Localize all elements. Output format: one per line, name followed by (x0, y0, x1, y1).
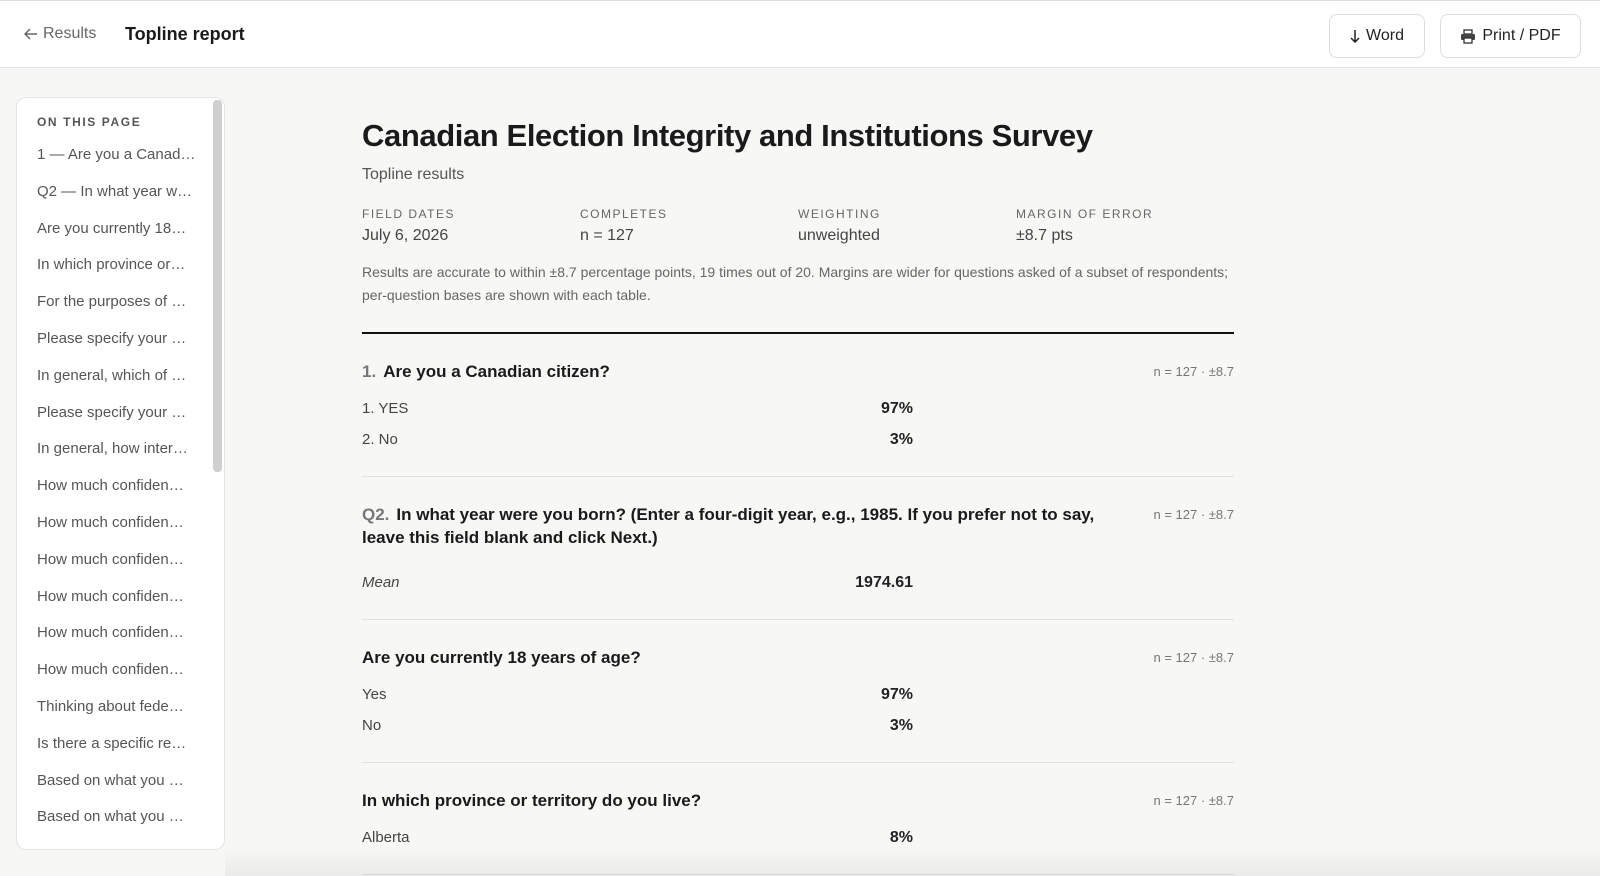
shade (225, 846, 1600, 876)
sidebar-item[interactable]: How much confiden… (37, 661, 184, 679)
row-label: Mean (362, 574, 400, 591)
report-title: Canadian Election Integrity and Institut… (362, 118, 1093, 153)
sidebar-item[interactable]: Thinking about fede… (37, 698, 184, 715)
row: Mean 1974.61 (362, 567, 913, 598)
note: Results are accurate to within ±8.7 perc… (362, 264, 1229, 303)
meta-item: FIELD DATES July 6, 2026 (362, 207, 580, 245)
questions: 1. Are you a Canadian citizen? n = 127 · ±… (362, 334, 1234, 875)
meta-label: MARGIN OF ERROR (1016, 207, 1154, 221)
sidebar-item[interactable]: Is there a specific re… (37, 734, 187, 752)
question-text: In which province or territory do you li… (362, 789, 701, 812)
meta-label: COMPLETES (580, 207, 668, 221)
row: No 3% (362, 710, 913, 741)
question-base: n = 127 · ±8.7 (1153, 364, 1235, 379)
rule (362, 332, 1234, 334)
question: In which province or territory do you li… (362, 763, 1234, 875)
question-text: 1. Are you a Canadian citizen? (362, 360, 610, 383)
sidebar: ON THIS PAGE 1 — Are you a Canad… Q2 — In… (16, 97, 225, 850)
sidebar-item[interactable]: Are you currently 18… (37, 219, 187, 237)
question-header: In which province or territory do you li… (362, 789, 1234, 812)
scrollbar (213, 100, 222, 472)
back-label: Results (43, 25, 97, 42)
row-value: 97% (880, 399, 913, 417)
meta-value: ±8.7 pts (1016, 227, 1073, 244)
meta-label: WEIGHTING (798, 207, 881, 221)
question-number: 1. (362, 362, 377, 381)
sidebar-heading: ON THIS PAGE (37, 115, 142, 129)
sidebar-item[interactable]: In which province or… (37, 256, 186, 274)
question-header: Q2. In what year were you born? (Enter a … (362, 503, 1234, 549)
header-title: Topline report (125, 24, 245, 44)
meta-value: n = 127 (580, 227, 634, 244)
sidebar-item[interactable]: Based on what you … (37, 771, 184, 789)
sidebar-item[interactable]: In general, how inter… (37, 440, 188, 458)
rows: Yes 97% No 3% (362, 679, 913, 741)
row-value: 8% (889, 828, 913, 846)
question-label: Are you a Canadian citizen? (383, 362, 610, 381)
back-link[interactable]: Results (24, 25, 96, 43)
row-value: 1974.61 (855, 573, 913, 591)
download-icon (1350, 30, 1360, 43)
question: 1. Are you a Canadian citizen? n = 127 · ±… (362, 334, 1234, 477)
row-label: Alberta (362, 829, 410, 846)
row-label: 1. YES (362, 400, 409, 417)
rows: 1. YES 97% 2. No 3% (362, 393, 913, 455)
meta-item: WEIGHTING unweighted (798, 207, 1016, 245)
sidebar-item[interactable]: How much confiden… (37, 587, 184, 605)
question: Q2. In what year were you born? (Enter a … (362, 477, 1234, 620)
sidebar-item[interactable]: How much confiden… (37, 550, 184, 568)
sidebar-item[interactable]: How much confiden… (37, 477, 184, 495)
meta-value: July 6, 2026 (362, 227, 449, 244)
sidebar-item[interactable]: How much confiden… (37, 624, 184, 642)
row-value: 3% (889, 716, 913, 734)
print-button[interactable]: Print / PDF (1440, 14, 1581, 58)
button-label: Print / PDF (1482, 27, 1561, 44)
sidebar-item[interactable]: Based on what you … (37, 808, 184, 826)
row: Alberta 8% (362, 822, 913, 853)
rows: Mean 1974.61 (362, 567, 913, 598)
report: Canadian Election Integrity and Institut… (362, 118, 1234, 875)
question-base: n = 127 · ±8.7 (1153, 650, 1235, 665)
question-label: In which province or territory do you li… (362, 791, 702, 810)
question-label: Are you currently 18 years of age? (362, 648, 641, 667)
row: 1. YES 97% (362, 393, 913, 424)
row: 2. No 3% (362, 424, 913, 455)
meta: FIELD DATES July 6, 2026 COMPLETES n = 127 W… (362, 207, 1234, 245)
button-label: Word (1366, 27, 1404, 44)
question-header: 1. Are you a Canadian citizen? n = 127 · ±… (362, 360, 1234, 383)
sidebar-item[interactable]: How much confiden… (37, 514, 184, 531)
printer-icon (1461, 28, 1476, 44)
meta-item: COMPLETES n = 127 (580, 207, 798, 245)
report-subtitle: Topline results (362, 166, 465, 183)
rows: Alberta 8% (362, 822, 913, 853)
meta-value: unweighted (798, 227, 880, 244)
meta-item: MARGIN OF ERROR ±8.7 pts (1016, 207, 1234, 245)
sidebar-item[interactable]: Q2 — In what year w… (37, 182, 193, 200)
row: Yes 97% (362, 679, 913, 710)
row-value: 3% (889, 430, 913, 448)
question-text: Are you currently 18 years of age? (362, 646, 641, 669)
question-number: Q2. (362, 505, 390, 524)
header: Results Topline report Word Print / PDF (0, 0, 1600, 68)
row-label: Yes (362, 686, 387, 703)
question-base: n = 127 · ±8.7 (1153, 793, 1235, 808)
question: Are you currently 18 years of age? n = 12… (362, 620, 1234, 763)
sidebar-item[interactable]: In general, which of … (37, 366, 187, 384)
back-arrow (24, 28, 37, 40)
meta-label: FIELD DATES (362, 207, 455, 221)
question-label: In what year were you born? (Enter a fou… (362, 505, 1095, 547)
sidebar-item[interactable]: For the purposes of … (37, 293, 187, 311)
sidebar-item[interactable]: Please specify your … (37, 330, 187, 347)
sidebar-item[interactable]: Please specify your … (37, 403, 187, 421)
sidebar-item[interactable]: 1 — Are you a Canad… (37, 146, 196, 163)
question-base: n = 127 · ±8.7 (1153, 507, 1235, 522)
question-header: Are you currently 18 years of age? n = 12… (362, 646, 1234, 669)
word-button[interactable]: Word (1329, 14, 1425, 58)
row-label: 2. No (362, 431, 398, 448)
question-text: Q2. In what year were you born? (Enter a … (362, 503, 1134, 549)
row-value: 97% (880, 685, 913, 703)
row-label: No (362, 717, 382, 734)
